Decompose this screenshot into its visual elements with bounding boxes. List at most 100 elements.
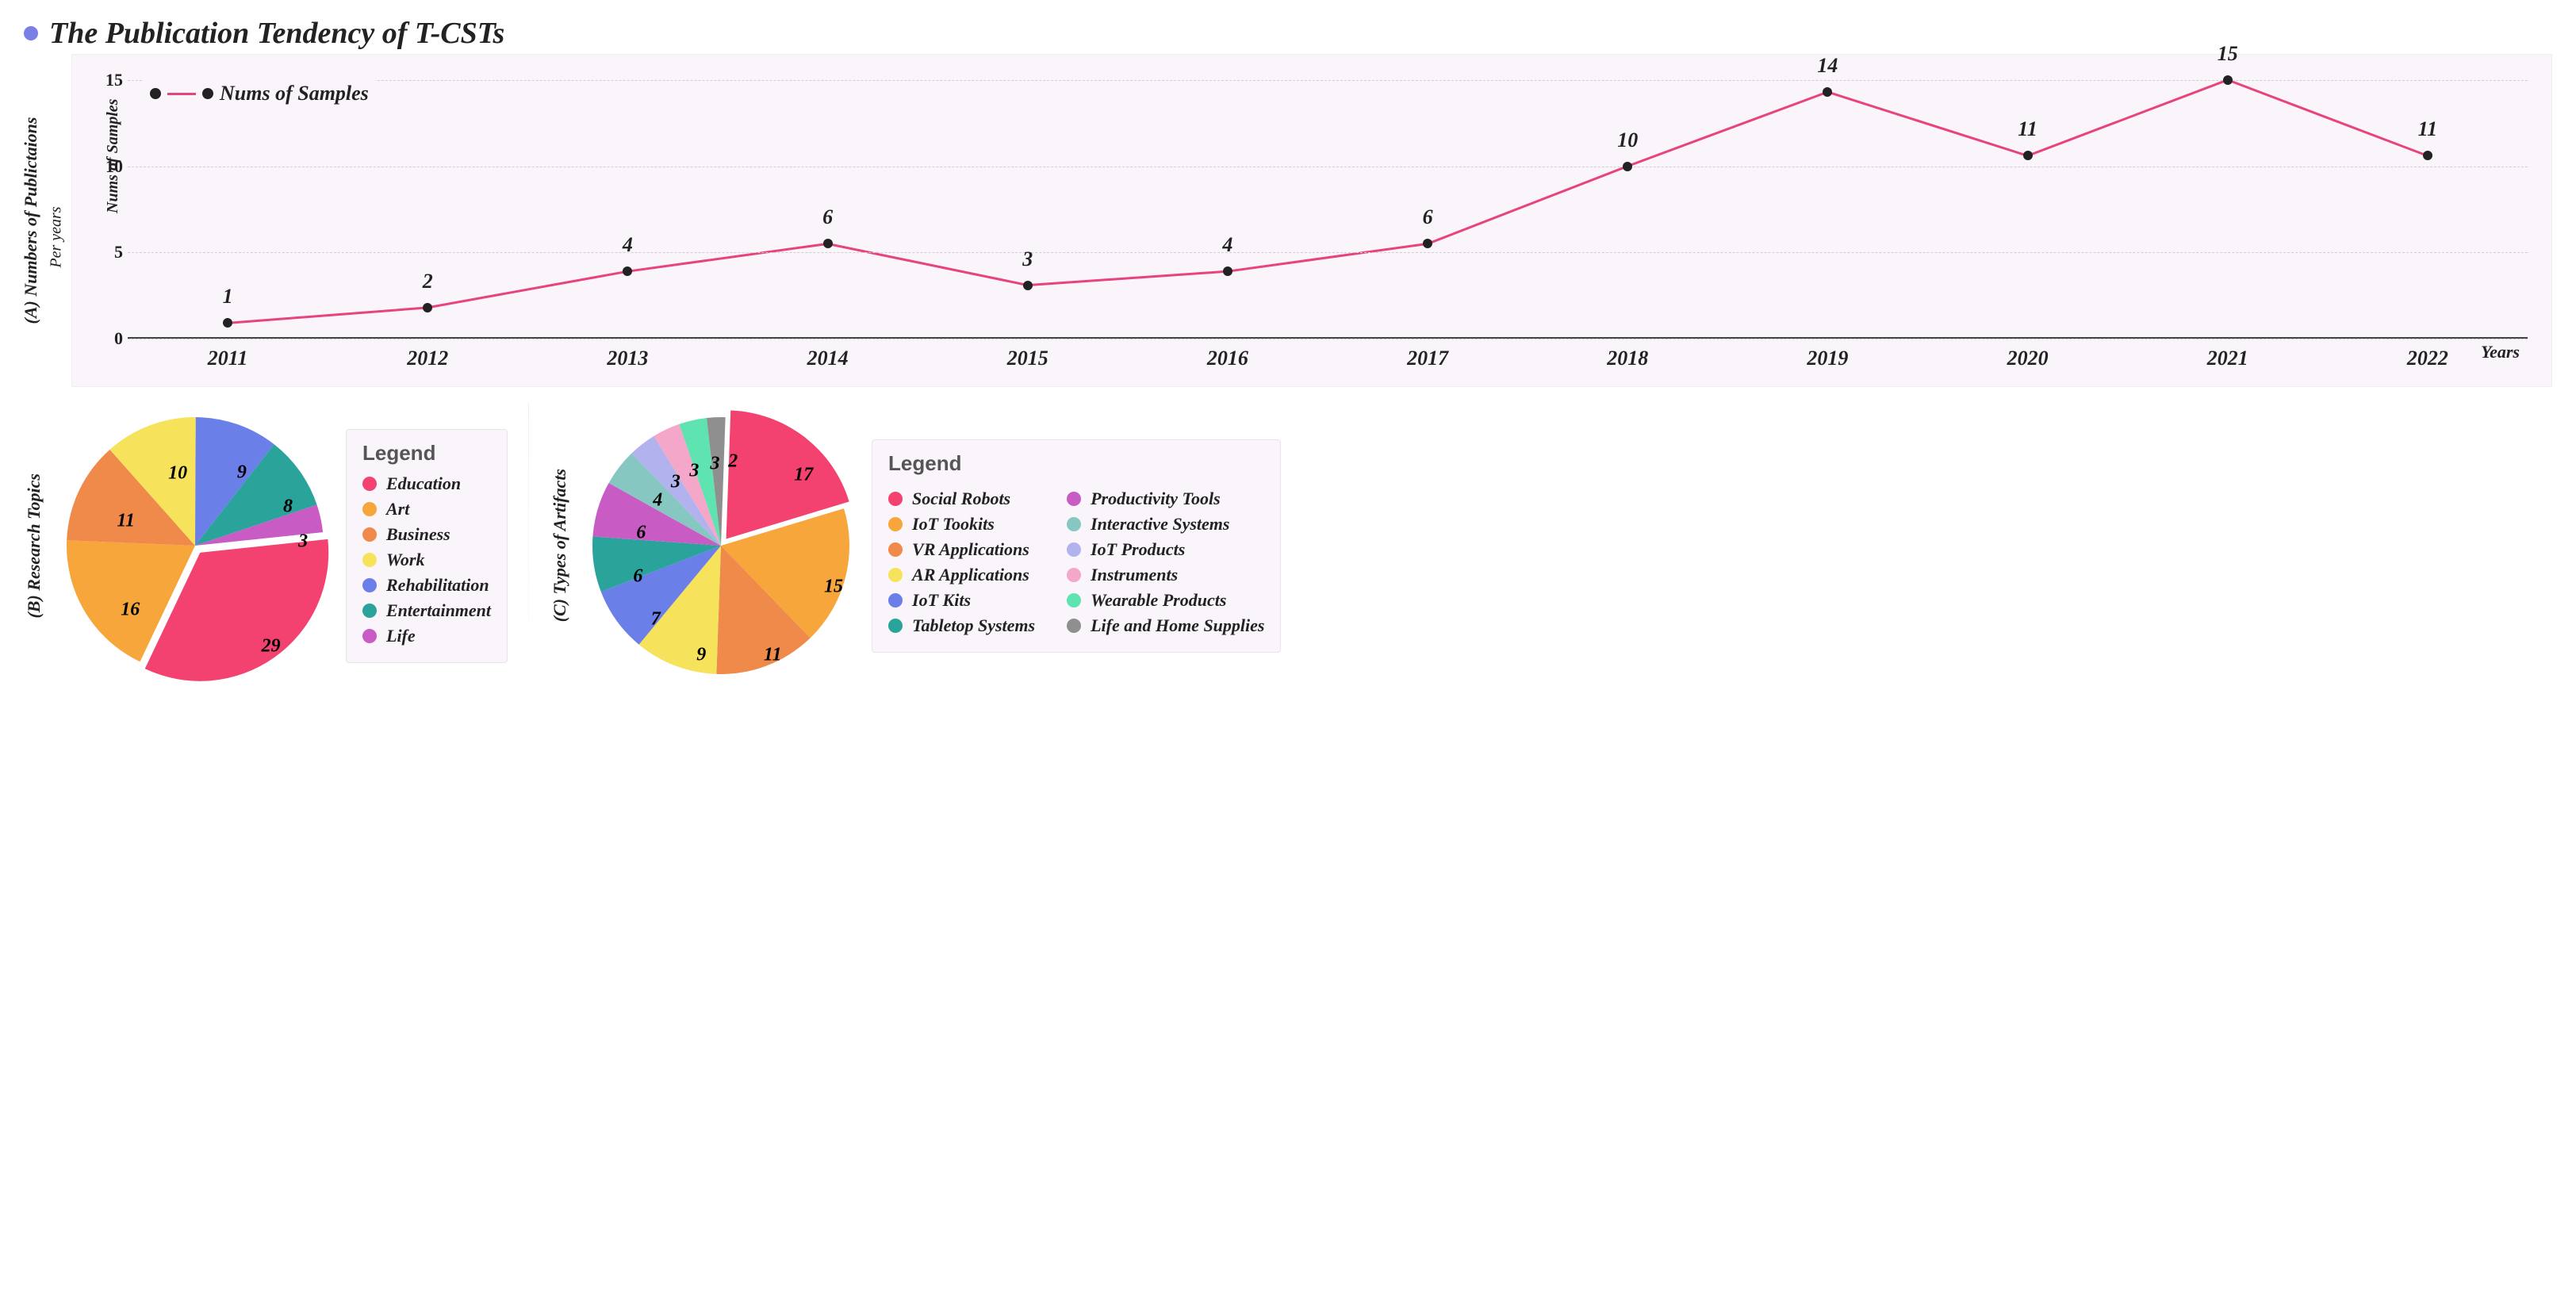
- legend-swatch-icon: [888, 542, 903, 557]
- line-point: [2023, 151, 2033, 160]
- legend-item: Social Robots: [888, 489, 1035, 509]
- legend-item: Business: [362, 524, 491, 545]
- legend-item-label: IoT Kits: [912, 590, 971, 611]
- xtick-label: 2014: [807, 347, 849, 370]
- legend-item: Life: [362, 626, 491, 646]
- line-point-label: 4: [623, 233, 633, 257]
- pie-b-legend-items: EducationArtBusinessWorkRehabilitationEn…: [362, 473, 491, 646]
- legend-col: Social Robots IoT Tookits VR Applications A…: [888, 484, 1035, 641]
- xtick-label: 2020: [2007, 347, 2049, 370]
- line-chart-ylabel: (A) Numbers of Publictaions: [21, 117, 41, 324]
- legend-item: Entertainment: [362, 600, 491, 621]
- line-chart-svg: [128, 63, 2528, 339]
- legend-item: Productivity Tools: [1067, 489, 1264, 509]
- ytick-label: 5: [96, 242, 123, 263]
- legend-item-label: Art: [386, 499, 409, 519]
- line-point-label: 11: [2418, 117, 2438, 141]
- legend-item: IoT Tookits: [888, 514, 1035, 535]
- legend-item-label: VR Applications: [912, 539, 1029, 560]
- pie-c-legend-items: Social Robots IoT Tookits VR Applications A…: [888, 484, 1264, 641]
- legend-item: Art: [362, 499, 491, 519]
- legend-swatch-icon: [362, 527, 377, 542]
- legend-swatch-icon: [1067, 568, 1081, 582]
- legend-item-label: Tabletop Systems: [912, 615, 1035, 636]
- legend-swatch-icon: [1067, 517, 1081, 531]
- xtick-label: 2012: [407, 347, 448, 370]
- line-point: [1623, 162, 1632, 171]
- line-point: [1023, 281, 1033, 290]
- legend-swatch-icon: [888, 492, 903, 506]
- legend-swatch-icon: [888, 568, 903, 582]
- line-chart-rotated-note: Nums of Samples: [104, 99, 122, 213]
- xtick-label: 2011: [208, 347, 248, 370]
- line-point: [423, 303, 432, 312]
- grid-line: [128, 80, 2528, 81]
- line-point-label: 10: [1617, 128, 1638, 152]
- pie-svg: [52, 403, 338, 688]
- legend-item: Life and Home Supplies: [1067, 615, 1264, 636]
- legend-item-label: AR Applications: [912, 565, 1029, 585]
- line-point-label: 15: [2218, 42, 2238, 66]
- vertical-divider: [528, 403, 529, 688]
- line-point-label: 14: [1817, 54, 1838, 78]
- legend-marker-icon: [202, 88, 213, 99]
- line-chart-legend-label: Nums of Samples: [220, 82, 369, 105]
- legend-item-label: IoT Products: [1091, 539, 1185, 560]
- pie-c-legend: Legend Social Robots IoT Tookits VR Applic…: [872, 439, 1281, 653]
- line-point-label: 11: [2018, 117, 2037, 141]
- legend-item: Wearable Products: [1067, 590, 1264, 611]
- line-chart-panel: (A) Numbers of Publictaions Per years Ye…: [71, 54, 2552, 387]
- line-chart-ylabel-sub: Per years: [48, 206, 66, 267]
- line-point-label: 6: [822, 205, 833, 229]
- xtick-label: 2019: [1807, 347, 1848, 370]
- line-point-label: 1: [223, 285, 233, 309]
- legend-item: Education: [362, 473, 491, 494]
- legend-swatch-icon: [362, 578, 377, 592]
- line-point: [1823, 87, 1832, 97]
- legend-item-label: Life and Home Supplies: [1091, 615, 1264, 636]
- legend-item: AR Applications: [888, 565, 1035, 585]
- legend-item-label: Rehabilitation: [386, 575, 489, 596]
- legend-item-label: IoT Tookits: [912, 514, 995, 535]
- ytick-label: 15: [96, 70, 123, 90]
- legend-swatch-icon: [888, 593, 903, 608]
- legend-item-label: Education: [386, 473, 461, 494]
- pie-svg: [578, 403, 864, 688]
- pie-c-block: (C) Types of Artifacts 171511976643332 L…: [550, 403, 1281, 688]
- pie-c-title: (C) Types of Artifacts: [550, 469, 570, 622]
- line-chart-plot: Years 0510151201122012420136201432015420…: [128, 63, 2528, 339]
- xtick-label: 2015: [1007, 347, 1048, 370]
- line-chart-legend: Nums of Samples: [144, 79, 375, 109]
- legend-item: Rehabilitation: [362, 575, 491, 596]
- line-point: [823, 239, 833, 248]
- legend-swatch-icon: [362, 502, 377, 516]
- legend-swatch-icon: [1067, 542, 1081, 557]
- ytick-label: 0: [96, 328, 123, 349]
- line-point: [223, 318, 232, 328]
- legend-item-label: Interactive Systems: [1091, 514, 1229, 535]
- pie-b-chart: 29161110983: [52, 403, 338, 688]
- legend-swatch-icon: [362, 629, 377, 643]
- legend-swatch-icon: [1067, 619, 1081, 633]
- legend-item-label: Instruments: [1091, 565, 1178, 585]
- line-point-label: 6: [1423, 205, 1433, 229]
- xtick-label: 2022: [2407, 347, 2448, 370]
- legend-swatch-icon: [888, 619, 903, 633]
- legend-swatch-icon: [888, 517, 903, 531]
- line-point: [1223, 266, 1232, 276]
- xtick-label: 2013: [607, 347, 648, 370]
- line-point: [1423, 239, 1432, 248]
- legend-swatch-icon: [362, 477, 377, 491]
- legend-item: Instruments: [1067, 565, 1264, 585]
- legend-swatch-icon: [362, 553, 377, 567]
- legend-item: VR Applications: [888, 539, 1035, 560]
- line-point: [2223, 75, 2233, 85]
- pie-row: (B) Research Topics 29161110983 Legend E…: [24, 403, 2552, 688]
- legend-col: Productivity Tools Interactive Systems IoT…: [1067, 484, 1264, 641]
- legend-item: IoT Kits: [888, 590, 1035, 611]
- line-point: [2423, 151, 2432, 160]
- legend-item-label: Entertainment: [386, 600, 491, 621]
- legend-item: Tabletop Systems: [888, 615, 1035, 636]
- pie-b-legend: Legend EducationArtBusinessWorkRehabilit…: [346, 429, 508, 663]
- legend-title: Legend: [888, 451, 1264, 476]
